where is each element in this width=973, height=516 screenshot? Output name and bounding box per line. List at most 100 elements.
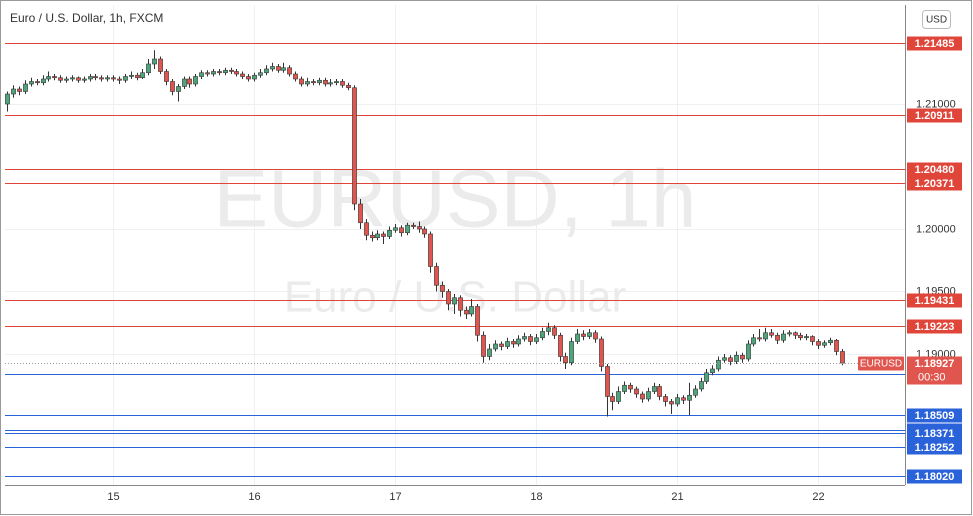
candle-body — [493, 343, 498, 350]
candle-body — [276, 66, 281, 71]
x-tick-label: 15 — [107, 491, 119, 503]
candle-body — [258, 72, 263, 76]
candle-body — [111, 77, 116, 80]
candle-body — [569, 341, 574, 364]
candle-body — [93, 76, 98, 79]
candle-body — [763, 332, 768, 340]
candle-body — [605, 366, 610, 397]
candle-body — [299, 78, 304, 85]
candle-body — [199, 72, 204, 77]
candle-body — [575, 333, 580, 342]
candle-body — [716, 359, 721, 370]
candle-body — [35, 81, 40, 84]
x-tick-label: 21 — [671, 491, 683, 503]
candle-body — [41, 78, 46, 84]
candle-body — [710, 368, 715, 374]
x-tick-label: 22 — [812, 491, 824, 503]
candle-body — [58, 77, 63, 81]
candle-body — [804, 336, 809, 339]
candle-body — [205, 72, 210, 75]
candle-body — [323, 79, 328, 85]
candle-body — [534, 337, 539, 342]
candle-body — [5, 93, 10, 105]
candle-body — [164, 71, 169, 82]
candle-body — [699, 381, 704, 390]
candle-body — [616, 391, 621, 402]
candles — [5, 50, 905, 417]
candle-body — [687, 394, 692, 401]
candle-body — [23, 83, 28, 92]
candle-body — [734, 354, 739, 362]
candle-body — [123, 76, 128, 81]
y-tick-label: 1.20000 — [916, 223, 956, 235]
candle-body — [487, 348, 492, 357]
candle-body — [793, 332, 798, 336]
candle-body — [422, 228, 427, 235]
candle-body — [170, 81, 175, 92]
candle-body — [64, 78, 69, 81]
candle-body — [176, 86, 181, 92]
level-label-box — [907, 293, 962, 308]
candle-body — [399, 227, 404, 234]
level-label: 1.18020 — [915, 471, 955, 483]
candle-body — [252, 74, 257, 80]
candle-body — [446, 291, 451, 305]
candle-body — [99, 77, 104, 80]
candle-body — [211, 71, 216, 75]
candle-body — [622, 384, 627, 392]
candle-body — [822, 342, 827, 346]
candle-body — [798, 334, 803, 339]
candle-body — [129, 74, 134, 77]
candle-body — [182, 78, 187, 87]
candle-body — [140, 72, 145, 79]
axes: 15 16 17 18 21 221.210001.200001.195001.19000… — [107, 36, 962, 503]
candle-body — [481, 334, 486, 357]
level-label-box — [907, 176, 962, 191]
candle-body — [587, 332, 592, 337]
candle-body — [563, 356, 568, 364]
candle-body — [840, 351, 845, 364]
candle-body — [599, 338, 604, 367]
candle-body — [229, 69, 234, 72]
candle-body — [751, 337, 756, 345]
level-label-box — [907, 162, 962, 177]
candle-body — [610, 396, 615, 402]
candle-body — [540, 331, 545, 339]
candle-body — [11, 88, 16, 95]
symbol-tag-box — [858, 356, 904, 371]
level-label-box — [907, 469, 962, 484]
candle-body — [117, 78, 122, 81]
currency[interactable]: USD — [926, 15, 947, 26]
candle-body — [669, 401, 674, 405]
candle-body — [581, 333, 586, 337]
candle-body — [675, 397, 680, 405]
countdown: 00:30 — [918, 371, 946, 383]
candle-body — [135, 74, 140, 79]
level-label: 1.19431 — [915, 295, 955, 307]
x-tick-label: 16 — [248, 491, 260, 503]
candle-body — [728, 357, 733, 362]
candle-body — [411, 224, 416, 227]
candle-body — [393, 227, 398, 231]
candle-body — [769, 332, 774, 336]
candle-body — [428, 233, 433, 267]
candle-body — [152, 58, 157, 65]
candle-body — [217, 71, 222, 74]
currency-box[interactable] — [922, 10, 951, 29]
candle-body — [558, 334, 563, 357]
candle-body — [652, 386, 657, 392]
candle-body — [370, 234, 375, 239]
candle-body — [828, 339, 833, 344]
candle-body — [234, 71, 239, 75]
level-label: 1.18252 — [915, 442, 955, 454]
candle-body — [810, 336, 815, 342]
chart-title: Euro / U.S. Dollar, 1h, FXCM — [10, 11, 163, 25]
candle-body — [317, 79, 322, 84]
grid — [5, 5, 905, 485]
level-label: 1.19223 — [915, 321, 955, 333]
candle-body — [528, 336, 533, 342]
candle-body — [593, 332, 598, 340]
candle-body — [417, 226, 422, 230]
candle-body — [516, 338, 521, 345]
level-label-box — [907, 108, 962, 123]
